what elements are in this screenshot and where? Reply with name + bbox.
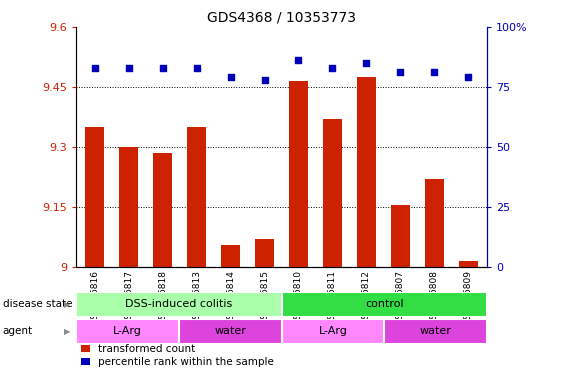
- Point: [362, 60, 371, 66]
- Text: L-Arg: L-Arg: [113, 326, 142, 336]
- Bar: [289, 81, 308, 267]
- Point: [192, 65, 201, 71]
- Point: [328, 65, 337, 71]
- Bar: [153, 153, 172, 267]
- Text: water: water: [214, 326, 246, 336]
- Text: disease state: disease state: [3, 299, 72, 310]
- Bar: [119, 147, 138, 267]
- Bar: [459, 261, 477, 267]
- Bar: [357, 77, 376, 267]
- Point: [464, 74, 473, 80]
- Bar: [221, 245, 240, 267]
- Bar: [282, 292, 487, 317]
- Point: [124, 65, 133, 71]
- Point: [396, 70, 405, 76]
- Bar: [76, 319, 179, 344]
- Text: agent: agent: [3, 326, 33, 336]
- Bar: [76, 292, 282, 317]
- Point: [294, 58, 303, 64]
- Bar: [384, 319, 487, 344]
- Bar: [86, 127, 104, 267]
- Point: [430, 70, 439, 76]
- Text: water: water: [419, 326, 452, 336]
- Text: DSS-induced colitis: DSS-induced colitis: [125, 299, 233, 310]
- Bar: [425, 179, 444, 267]
- Bar: [391, 205, 410, 267]
- Text: control: control: [365, 299, 404, 310]
- Bar: [323, 119, 342, 267]
- Bar: [255, 239, 274, 267]
- Point: [90, 65, 99, 71]
- Bar: [179, 319, 282, 344]
- Text: ▶: ▶: [64, 327, 70, 336]
- Point: [158, 65, 167, 71]
- Point: [260, 77, 269, 83]
- Point: [226, 74, 235, 80]
- Legend: transformed count, percentile rank within the sample: transformed count, percentile rank withi…: [81, 344, 274, 367]
- Text: ▶: ▶: [64, 300, 70, 309]
- Title: GDS4368 / 10353773: GDS4368 / 10353773: [207, 10, 356, 24]
- Bar: [187, 127, 206, 267]
- Bar: [282, 319, 384, 344]
- Text: L-Arg: L-Arg: [319, 326, 347, 336]
